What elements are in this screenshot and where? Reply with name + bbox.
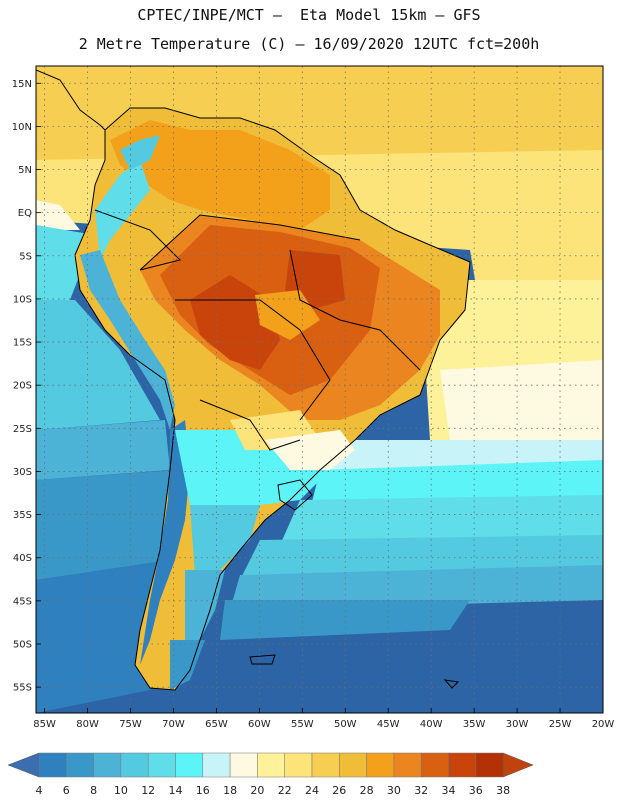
lon-label: 75W xyxy=(119,719,142,730)
legend-label: 10 xyxy=(114,784,128,797)
legend-label: 32 xyxy=(414,784,428,797)
lat-label: 10S xyxy=(13,294,32,305)
color-legend: 4 6 8 10 12 14 16 18 20 22 24 26 28 30 32 34 36 38 xyxy=(7,752,534,797)
legend-arrow-high xyxy=(502,752,534,778)
lon-label: 40W xyxy=(420,719,443,730)
lon-label: 35W xyxy=(463,719,486,730)
lon-label: 20W xyxy=(592,719,615,730)
legend-swatch xyxy=(38,752,67,778)
latitude-labels: 15N 10N 5N EQ 5S 10S 15S 20S 25S 30S 35S 40S 45S 50S 5… xyxy=(12,79,32,694)
legend-swatch xyxy=(311,752,340,778)
legend-swatch xyxy=(257,752,285,778)
legend-label: 24 xyxy=(305,784,319,797)
lat-label: 40S xyxy=(13,553,32,564)
legend-swatch xyxy=(202,752,231,778)
lat-label: 45S xyxy=(13,596,32,607)
legend-label: 28 xyxy=(360,784,374,797)
legend-label: 8 xyxy=(90,784,97,797)
legend-swatch xyxy=(120,752,149,778)
lat-label: 55S xyxy=(13,683,32,694)
lat-label: EQ xyxy=(18,208,32,219)
legend-label: 6 xyxy=(63,784,70,797)
legend-swatch xyxy=(393,752,422,778)
lon-label: 60W xyxy=(248,719,271,730)
lon-label: 80W xyxy=(76,719,99,730)
lat-label: 35S xyxy=(13,510,32,521)
legend-swatch xyxy=(66,752,94,778)
lon-label: 25W xyxy=(549,719,572,730)
lon-label: 70W xyxy=(162,719,185,730)
lat-label: 30S xyxy=(13,467,32,478)
legend-swatch xyxy=(448,752,477,778)
lat-label: 20S xyxy=(13,381,32,392)
legend-label: 18 xyxy=(223,784,237,797)
lat-label: 5N xyxy=(18,165,32,176)
lat-label: 10N xyxy=(12,122,32,133)
legend-label: 26 xyxy=(332,784,346,797)
legend-swatch xyxy=(284,752,313,778)
lon-label: 45W xyxy=(377,719,400,730)
legend-swatch xyxy=(366,752,395,778)
coastlines xyxy=(36,69,471,691)
lon-label: 65W xyxy=(205,719,228,730)
legend-label: 34 xyxy=(442,784,456,797)
legend-label: 12 xyxy=(141,784,155,797)
lon-label: 55W xyxy=(291,719,314,730)
legend-label: 14 xyxy=(169,784,183,797)
legend-label: 30 xyxy=(387,784,401,797)
longitude-labels: 85W 80W 75W 70W 65W 60W 55W 50W 45W 40W 35W 30W 25W 2… xyxy=(33,719,614,730)
chart-title-line2: 2 Metre Temperature (C) – 16/09/2020 12U… xyxy=(78,35,540,53)
map-frame xyxy=(35,65,604,714)
lat-label: 25S xyxy=(13,424,32,435)
legend-swatch xyxy=(147,752,176,778)
legend-label: 38 xyxy=(496,784,510,797)
legend-label: 4 xyxy=(36,784,43,797)
lat-label: 15N xyxy=(12,79,32,90)
legend-swatch xyxy=(339,752,367,778)
legend-arrow-low xyxy=(7,752,40,778)
legend-swatch xyxy=(420,752,449,778)
legend-label: 22 xyxy=(278,784,292,797)
legend-swatch xyxy=(475,752,504,778)
legend-swatch xyxy=(175,752,204,778)
chart-title-line1: CPTEC/INPE/MCT – Eta Model 15km – GFS xyxy=(137,6,481,24)
legend-swatch xyxy=(229,752,258,778)
lon-label: 30W xyxy=(506,719,529,730)
legend-label: 36 xyxy=(469,784,483,797)
lat-label: 5S xyxy=(19,251,32,262)
temperature-field xyxy=(36,66,603,713)
legend-label: 20 xyxy=(250,784,264,797)
lat-label: 50S xyxy=(13,639,32,650)
legend-swatch xyxy=(93,752,122,778)
lon-label: 85W xyxy=(33,719,56,730)
legend-label: 16 xyxy=(196,784,210,797)
lon-label: 50W xyxy=(334,719,357,730)
lat-label: 15S xyxy=(13,338,32,349)
